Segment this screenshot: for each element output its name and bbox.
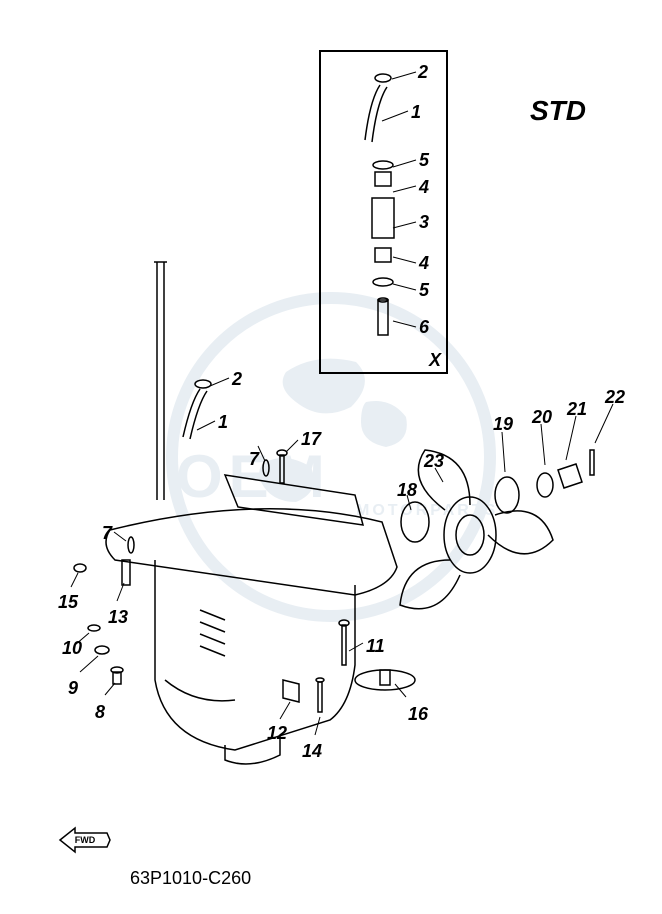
leader-line (197, 421, 215, 430)
leader-line (105, 683, 115, 695)
leader-line (258, 446, 265, 461)
leader-line (71, 573, 78, 587)
leader-line (393, 222, 416, 228)
leader-line (566, 416, 576, 460)
leader-line (393, 186, 416, 192)
leader-line (393, 321, 416, 327)
leader-line (315, 717, 320, 735)
leader-line (541, 424, 545, 465)
leader-line (286, 440, 298, 452)
leader-line (435, 468, 443, 482)
leader-line (349, 643, 363, 651)
leader-line (407, 495, 411, 510)
leader-line (382, 111, 408, 121)
leader-line (393, 284, 416, 290)
leader-line (210, 378, 229, 386)
leader-line (114, 532, 126, 541)
leader-line (502, 432, 505, 472)
leader-line (80, 656, 98, 672)
leader-line (392, 72, 416, 79)
leader-line (395, 684, 406, 697)
leader-line (393, 257, 416, 263)
leader-line (595, 404, 613, 443)
diagram-page: OEM MOTORPARTS (0, 0, 662, 914)
leader-line (117, 583, 124, 601)
leader-line (393, 160, 416, 167)
leaders-layer (0, 0, 662, 914)
leader-line (280, 702, 290, 719)
leader-line (75, 633, 89, 645)
